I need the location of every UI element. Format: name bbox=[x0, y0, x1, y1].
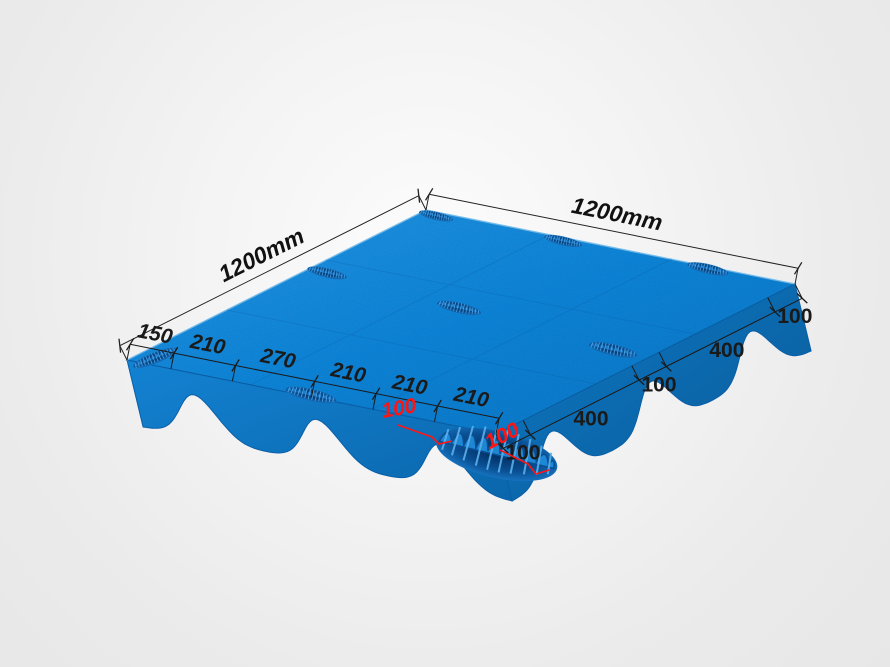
svg-text:400: 400 bbox=[573, 407, 608, 430]
svg-text:1200mm: 1200mm bbox=[569, 192, 664, 236]
svg-text:150: 150 bbox=[136, 319, 175, 348]
svg-text:400: 400 bbox=[709, 339, 744, 362]
svg-text:100: 100 bbox=[641, 373, 676, 396]
svg-text:100: 100 bbox=[777, 305, 812, 328]
